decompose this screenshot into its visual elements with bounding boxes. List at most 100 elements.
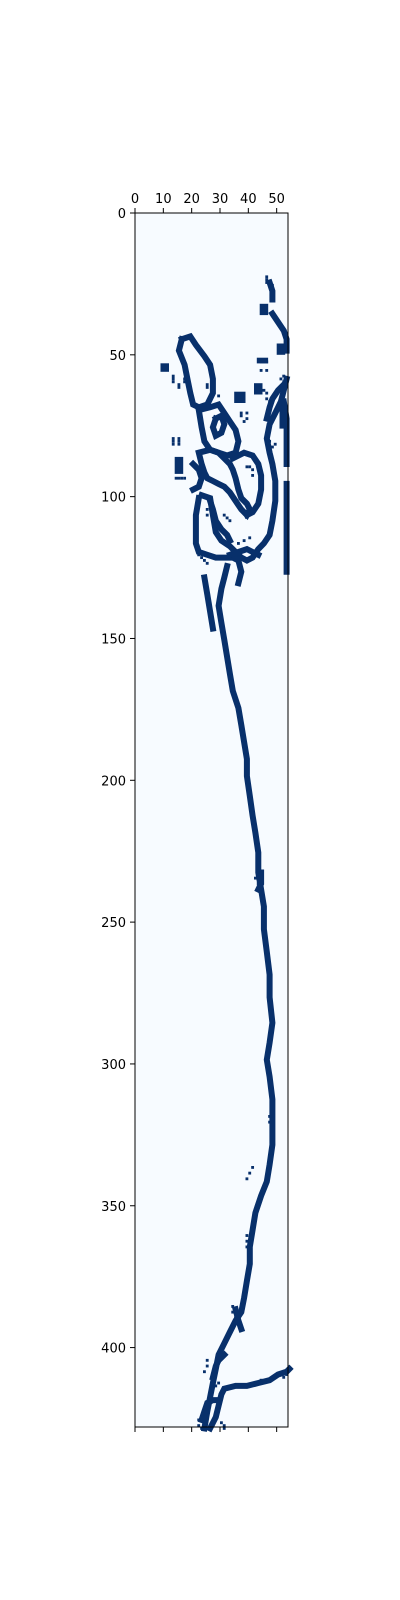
y-tick-label-350: 350 bbox=[101, 1200, 126, 1215]
cell-37 bbox=[271, 283, 274, 287]
cell-53 bbox=[205, 508, 209, 511]
cell-76 bbox=[231, 1310, 235, 1314]
cell-29 bbox=[265, 397, 269, 401]
cell-22 bbox=[239, 411, 243, 415]
cell-82 bbox=[214, 1384, 218, 1388]
cell-81 bbox=[211, 1387, 215, 1391]
block-6 bbox=[276, 343, 286, 355]
cell-7 bbox=[177, 476, 181, 480]
contour-5 bbox=[228, 449, 265, 520]
y-tick-label-400: 400 bbox=[101, 1342, 126, 1357]
cell-48 bbox=[265, 434, 269, 438]
cell-39 bbox=[259, 360, 263, 364]
cell-33 bbox=[282, 380, 286, 384]
block-1 bbox=[234, 391, 246, 403]
cell-60 bbox=[242, 539, 246, 543]
cell-41 bbox=[265, 360, 269, 364]
cell-70 bbox=[251, 1166, 255, 1169]
cell-97 bbox=[200, 1427, 204, 1430]
cell-43 bbox=[265, 369, 269, 372]
cell-98 bbox=[220, 1421, 223, 1425]
cell-46 bbox=[251, 468, 255, 472]
cell-28 bbox=[265, 391, 269, 395]
cell-59 bbox=[237, 542, 240, 545]
x-axis: 0 10 20 30 40 50 bbox=[131, 192, 285, 213]
cell-77 bbox=[234, 1316, 238, 1320]
contour-7 bbox=[192, 494, 245, 587]
cell-31 bbox=[279, 377, 283, 381]
y-axis: 0 50 100 150 200 250 300 350 400 bbox=[101, 207, 135, 1357]
cell-86 bbox=[259, 1378, 263, 1382]
cell-27 bbox=[262, 388, 266, 392]
cell-19 bbox=[211, 388, 215, 392]
cell-88 bbox=[285, 1373, 289, 1376]
cell-23 bbox=[239, 414, 243, 418]
y-tick-label-150: 150 bbox=[101, 632, 126, 647]
cell-13 bbox=[177, 383, 181, 387]
contour-14 bbox=[209, 1350, 229, 1382]
cell-66 bbox=[225, 516, 229, 520]
cell-35 bbox=[265, 278, 269, 282]
cell-1 bbox=[171, 439, 175, 443]
contour-19 bbox=[209, 411, 228, 440]
cell-84 bbox=[254, 1381, 257, 1385]
cell-14 bbox=[177, 386, 181, 389]
cell-6 bbox=[174, 476, 178, 480]
cell-26 bbox=[245, 417, 249, 421]
cell-36 bbox=[265, 281, 269, 284]
cell-17 bbox=[205, 383, 209, 387]
contour-8 bbox=[206, 497, 234, 545]
cell-15 bbox=[183, 377, 187, 381]
cell-0 bbox=[171, 437, 175, 440]
cell-40 bbox=[262, 360, 266, 364]
x-tick-label-20: 20 bbox=[183, 192, 200, 207]
cell-2 bbox=[171, 442, 175, 446]
cell-24 bbox=[242, 420, 246, 423]
contour-11 bbox=[265, 278, 276, 303]
contour-2 bbox=[175, 332, 216, 411]
y-tick-label-200: 200 bbox=[101, 774, 126, 789]
cell-18 bbox=[205, 386, 209, 389]
cell-20 bbox=[211, 391, 215, 395]
cell-12 bbox=[171, 380, 175, 384]
x-tick-label-50: 50 bbox=[268, 192, 285, 207]
cell-73 bbox=[245, 1245, 249, 1249]
cell-89 bbox=[268, 1120, 272, 1124]
cell-100 bbox=[222, 1427, 226, 1430]
cell-75 bbox=[231, 1305, 235, 1308]
cell-38 bbox=[271, 286, 274, 290]
cell-63 bbox=[205, 595, 209, 599]
y-tick-label-100: 100 bbox=[101, 491, 126, 506]
cell-50 bbox=[271, 445, 274, 449]
cell-21 bbox=[217, 394, 221, 398]
cell-32 bbox=[282, 374, 286, 378]
cell-80 bbox=[205, 1358, 209, 1362]
heatmap-contours bbox=[175, 278, 294, 1433]
x-tick-label-0: 0 bbox=[131, 192, 139, 207]
cell-11 bbox=[171, 377, 175, 381]
x-axis-bottom-ticks bbox=[134, 1427, 278, 1432]
contour-10 bbox=[268, 309, 290, 354]
cell-96 bbox=[197, 1424, 201, 1428]
cell-44 bbox=[245, 465, 249, 469]
plot-frame bbox=[134, 212, 289, 1428]
cell-72 bbox=[245, 1239, 249, 1243]
heatmap-fragments bbox=[171, 275, 289, 1430]
cell-45 bbox=[248, 465, 252, 469]
contour-6 bbox=[197, 375, 291, 564]
cell-91 bbox=[271, 1109, 274, 1113]
cell-3 bbox=[177, 437, 181, 440]
contour-20 bbox=[188, 459, 205, 494]
cell-99 bbox=[222, 1424, 226, 1428]
cell-4 bbox=[177, 439, 181, 443]
cell-47 bbox=[251, 474, 255, 477]
x-tick-label-40: 40 bbox=[240, 192, 257, 207]
heatmap-background bbox=[135, 213, 288, 1427]
cell-64 bbox=[208, 601, 212, 605]
cell-5 bbox=[177, 442, 181, 446]
cell-67 bbox=[228, 519, 232, 523]
cell-56 bbox=[200, 556, 204, 560]
cell-16 bbox=[183, 380, 187, 384]
y-tick-label-250: 250 bbox=[101, 916, 126, 931]
